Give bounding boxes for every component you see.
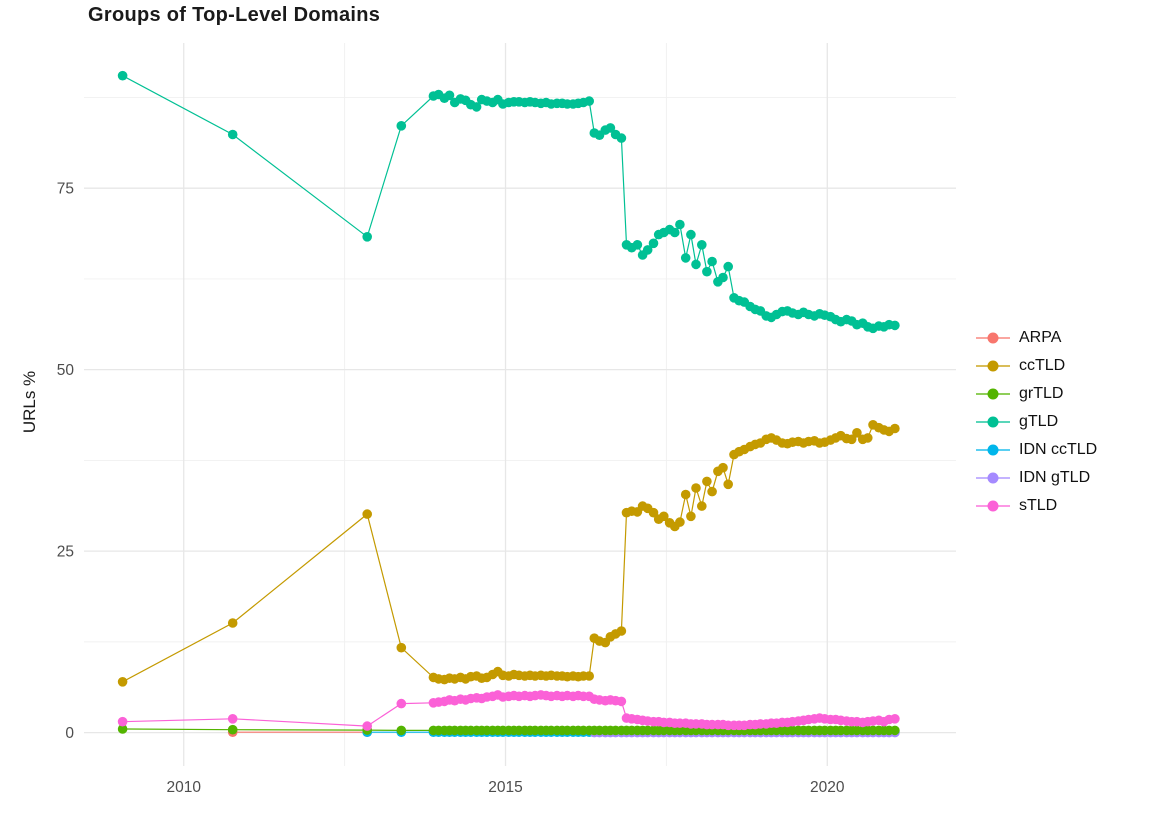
series-cctld	[117, 420, 900, 687]
legend-key-icon	[976, 415, 1010, 429]
legend-item-grtld: grTLD	[976, 380, 1097, 408]
legend-key-icon	[976, 387, 1010, 401]
series-gtld	[117, 70, 900, 334]
x-tick-label: 2010	[167, 779, 202, 796]
series-arpa	[227, 727, 373, 737]
x-tick-label: 2015	[488, 779, 522, 796]
legend-label: ccTLD	[1019, 357, 1066, 374]
legend-key-icon	[976, 443, 1010, 457]
legend-key-icon	[976, 471, 1010, 485]
legend-key-icon	[976, 499, 1010, 513]
legend-key-icon	[976, 331, 1010, 345]
y-tick-label: 0	[65, 725, 74, 742]
axis-tick-labels: 0 25 50 75 2010 2015 2020	[57, 181, 845, 796]
gridlines	[84, 43, 956, 766]
legend-item-gtld: gTLD	[976, 408, 1097, 436]
x-tick-label: 2020	[810, 779, 845, 796]
legend-label: sTLD	[1019, 497, 1058, 514]
chart-title: Groups of Top-Level Domains	[88, 4, 381, 26]
legend-key-icon	[976, 359, 1010, 373]
y-tick-label: 25	[57, 544, 74, 561]
legend-label: IDN ccTLD	[1019, 441, 1098, 458]
legend-item-idn-cctld: IDN ccTLD	[976, 436, 1097, 464]
legend-item-arpa: ARPA	[976, 324, 1097, 352]
legend-item-stld: sTLD	[976, 492, 1097, 520]
legend-label: ARPA	[1019, 329, 1062, 346]
series-stld	[117, 690, 900, 731]
y-tick-label: 75	[57, 181, 74, 198]
y-tick-label: 50	[57, 362, 75, 379]
legend: ARPA ccTLD grTLD gTLD IDN ccTLD IDN gTLD…	[976, 324, 1097, 520]
legend-label: IDN gTLD	[1019, 469, 1091, 486]
legend-item-cctld: ccTLD	[976, 352, 1097, 380]
legend-label: gTLD	[1019, 413, 1059, 430]
legend-item-idn-gtld: IDN gTLD	[976, 464, 1097, 492]
legend-label: grTLD	[1019, 385, 1064, 402]
